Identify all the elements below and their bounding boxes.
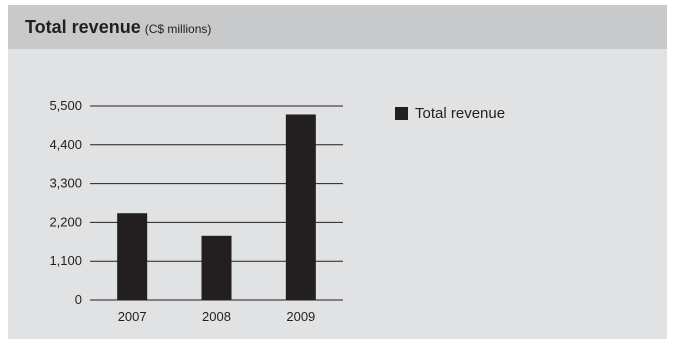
chart-title: Total revenue (C$ millions): [25, 17, 211, 38]
legend-label: Total revenue: [415, 105, 506, 122]
chart-title-text: Total revenue: [25, 17, 141, 37]
x-tick-label: 2007: [118, 309, 147, 324]
bar: [285, 114, 316, 300]
legend-swatch: [395, 107, 408, 120]
bar: [201, 235, 232, 300]
y-tick-label: 1,100: [49, 253, 82, 268]
chart-header: Total revenue (C$ millions): [8, 5, 667, 49]
bar-chart: 0 1,100 2,200 3,300 4,400 5,500 2007 2008 2009: [49, 98, 343, 324]
chart-panel: Total revenue (C$ millions) 0 1,100 2,200 3,…: [8, 5, 667, 339]
legend: Total revenue: [395, 105, 505, 122]
y-tick-label: 5,500: [49, 98, 82, 113]
x-tick-label: 2008: [202, 309, 231, 324]
y-tick-label: 0: [75, 292, 82, 307]
y-tick-label: 2,200: [49, 214, 82, 229]
y-tick-label: 4,400: [49, 137, 82, 152]
y-tick-label: 3,300: [49, 176, 82, 191]
bar: [117, 213, 148, 300]
x-tick-label: 2009: [286, 309, 315, 324]
chart-subtitle: (C$ millions): [144, 22, 212, 36]
